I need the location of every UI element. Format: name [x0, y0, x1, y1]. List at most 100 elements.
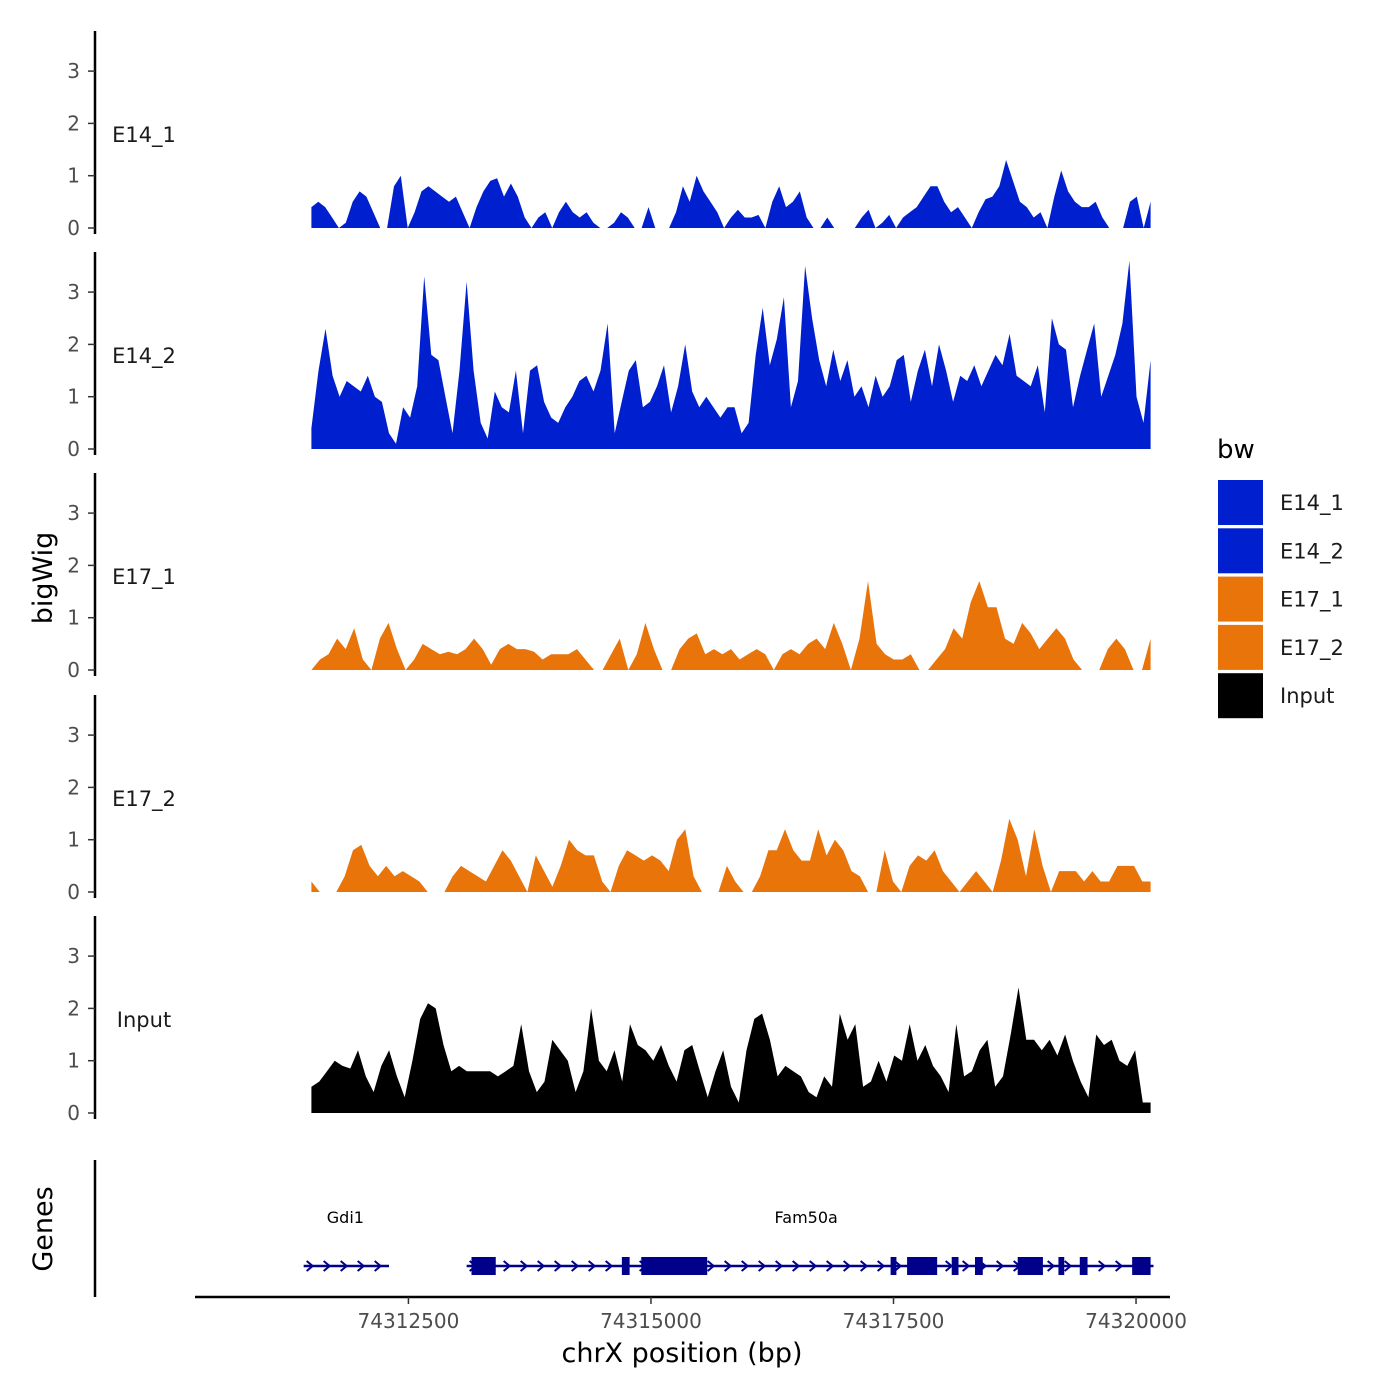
y-tick-label: 1	[67, 164, 80, 188]
strand-arrow	[945, 1260, 954, 1272]
y-tick-label: 3	[67, 280, 80, 304]
strand-arrow	[571, 1260, 580, 1272]
strand-arrow	[374, 1260, 383, 1272]
strand-arrow	[357, 1260, 366, 1272]
y-tick-label: 0	[67, 880, 80, 904]
coverage-area-Input	[311, 987, 1151, 1113]
genes-layer: Gdi1 Fam50a	[303, 1208, 1154, 1275]
legend-label: E17_2	[1280, 636, 1344, 661]
exon	[621, 1257, 630, 1275]
strand-arrow	[554, 1260, 563, 1272]
exon	[890, 1257, 897, 1275]
strand-arrow	[860, 1260, 869, 1272]
strand-arrow	[1046, 1260, 1056, 1272]
y-tick-label: 3	[67, 501, 80, 525]
strand-arrow	[503, 1260, 512, 1272]
y-tick-label: 3	[67, 723, 80, 747]
strand-arrow	[707, 1260, 716, 1272]
y-tick-label: 0	[67, 216, 80, 240]
strand-arrow	[877, 1260, 886, 1272]
x-tick-label: 74315000	[600, 1309, 702, 1333]
strand-arrow	[1097, 1260, 1107, 1272]
strand-arrow	[809, 1260, 818, 1272]
legend-label: E17_1	[1280, 588, 1344, 613]
gene-label: Fam50a	[775, 1208, 838, 1227]
y-tick-label: 0	[67, 658, 80, 682]
legend: E14_1 E14_2 E17_1 E17_2 Input	[1218, 480, 1344, 719]
legend-entry-Input: Input	[1218, 673, 1334, 719]
track-label: Input	[117, 1008, 171, 1032]
exon	[1079, 1257, 1088, 1275]
track-Input: 0 1 2 3 Input	[67, 916, 1151, 1125]
track-E17_2: 0 1 2 3 E17_2	[67, 695, 1151, 904]
coverage-area-E17_1	[311, 581, 1151, 670]
strand-arrow	[306, 1260, 315, 1272]
legend-label: E14_1	[1280, 491, 1344, 516]
legend-entry-E14_2: E14_2	[1218, 528, 1344, 574]
y-axis-title: bigWig	[28, 532, 59, 625]
x-tick-label: 74320000	[1085, 1309, 1187, 1333]
exon	[641, 1257, 708, 1275]
legend-swatch	[1218, 673, 1263, 719]
y-tick-label: 2	[67, 996, 80, 1020]
strand-arrow	[520, 1260, 529, 1272]
legend-swatch	[1218, 480, 1263, 525]
y-tick-label: 2	[67, 553, 80, 577]
x-axis-title: chrX position (bp)	[561, 1338, 802, 1369]
exon	[1132, 1257, 1151, 1275]
track-label: E17_1	[112, 565, 176, 590]
tracks-layer: 0 1 2 3 E14_1 0 1 2 3 E14_2 0 1 2 3 E17_1 0 1 2 3 E17_2 0 1 2 3…	[67, 31, 1151, 1125]
track-E14_1: 0 1 2 3 E14_1	[67, 31, 1151, 240]
legend-entry-E17_1: E17_1	[1218, 576, 1344, 622]
track-label: E14_2	[112, 344, 176, 369]
exon	[471, 1257, 496, 1275]
y-tick-label: 2	[67, 775, 80, 799]
gene-Fam50a: Fam50a	[466, 1208, 1154, 1275]
strand-arrow	[741, 1260, 750, 1272]
x-axis: 74312500 74315000 74317500 74320000	[358, 1297, 1187, 1333]
track-E14_2: 0 1 2 3 E14_2	[67, 252, 1151, 461]
x-tick-label: 74317500	[843, 1309, 945, 1333]
y-tick-label: 0	[67, 1101, 80, 1125]
strand-arrow	[588, 1260, 597, 1272]
strand-arrow	[758, 1260, 767, 1272]
legend-title: bw	[1217, 435, 1255, 465]
strand-arrow	[775, 1260, 784, 1272]
strand-arrow	[340, 1260, 349, 1272]
strand-arrow	[537, 1260, 546, 1272]
strand-arrow	[792, 1260, 801, 1272]
legend-label: E14_2	[1280, 539, 1344, 564]
coverage-area-E17_2	[311, 818, 1151, 892]
exon	[907, 1257, 938, 1275]
track-E17_1: 0 1 2 3 E17_1	[67, 473, 1151, 682]
y-tick-label: 1	[67, 606, 80, 630]
x-tick-label: 74312500	[358, 1309, 460, 1333]
legend-swatch	[1218, 624, 1263, 670]
y-tick-label: 1	[67, 828, 80, 852]
genes-axis-title: Genes	[28, 1186, 59, 1271]
y-tick-label: 1	[67, 1049, 80, 1073]
strand-arrow	[962, 1260, 971, 1272]
strand-arrow	[826, 1260, 835, 1272]
y-tick-label: 0	[67, 437, 80, 461]
coverage-area-E14_1	[311, 160, 1151, 228]
strand-arrow	[1114, 1260, 1124, 1272]
legend-swatch	[1218, 576, 1263, 622]
gene-Gdi1: Gdi1	[303, 1208, 390, 1272]
y-tick-label: 3	[67, 59, 80, 83]
legend-entry-E17_2: E17_2	[1218, 624, 1344, 670]
exon	[1017, 1257, 1043, 1275]
y-tick-label: 2	[67, 111, 80, 135]
y-tick-label: 3	[67, 944, 80, 968]
y-tick-label: 2	[67, 332, 80, 356]
strand-arrow	[724, 1260, 733, 1272]
exon	[951, 1257, 959, 1275]
strand-arrow	[843, 1260, 852, 1272]
strand-arrow	[894, 1260, 903, 1272]
exon	[1058, 1257, 1065, 1275]
gene-label: Gdi1	[327, 1208, 364, 1227]
strand-arrow	[996, 1260, 1005, 1272]
strand-arrow	[605, 1260, 614, 1272]
track-label: E14_1	[112, 123, 176, 148]
